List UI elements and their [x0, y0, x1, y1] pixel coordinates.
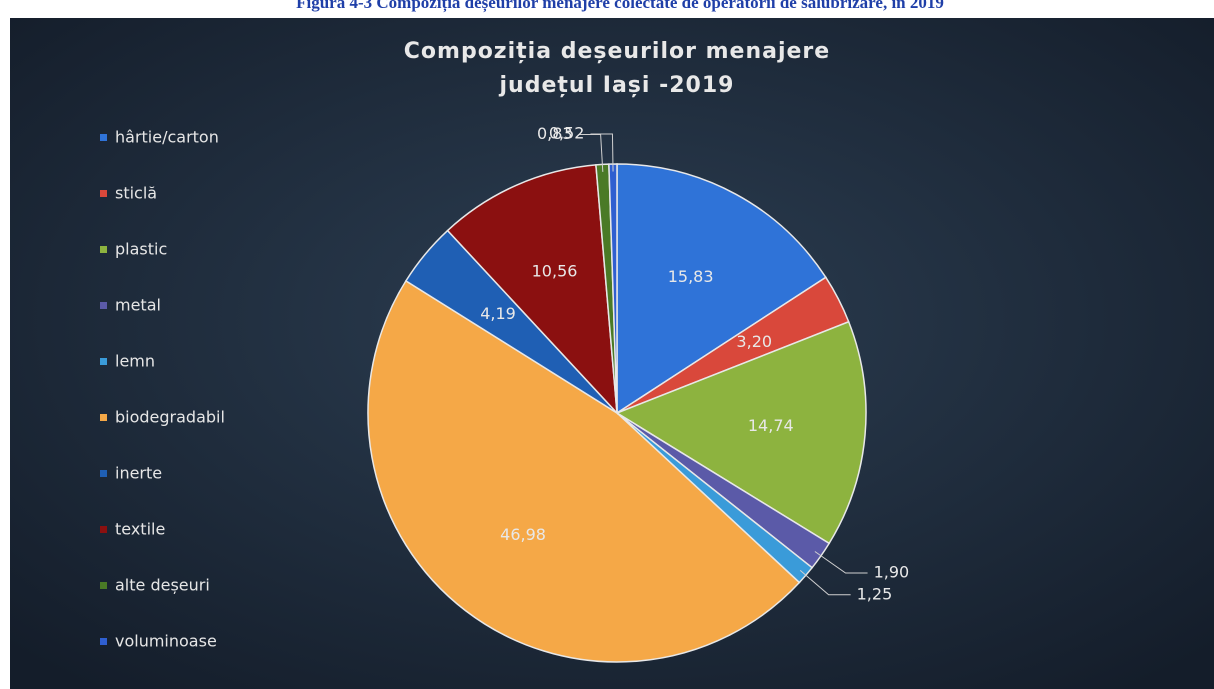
legend-swatch — [100, 582, 107, 589]
data-label: 0,52 — [549, 124, 585, 143]
legend-label: alte deșeuri — [115, 576, 210, 595]
data-label: 3,20 — [736, 332, 772, 351]
data-label: 14,74 — [748, 416, 794, 435]
legend-label: voluminoase — [115, 632, 217, 651]
legend-label: inerte — [115, 464, 162, 483]
pie-slice — [615, 320, 867, 545]
legend-swatch — [100, 246, 107, 253]
leader-line — [590, 133, 614, 172]
legend-swatch — [100, 358, 107, 365]
legend-swatch — [100, 470, 107, 477]
caption: Figura 4-3 Compoziția deșeurilor menajer… — [296, 0, 944, 13]
legend-label: hârtie/carton — [115, 128, 219, 147]
legend-label: sticlă — [115, 184, 157, 203]
data-label: 4,19 — [480, 304, 516, 323]
data-label: 46,98 — [500, 525, 546, 544]
legend-label: lemn — [115, 352, 155, 371]
chart-title: Compoziția deșeurilor menajere — [404, 39, 830, 64]
legend-swatch — [100, 526, 107, 533]
legend-label: plastic — [115, 240, 167, 259]
legend-swatch — [100, 414, 107, 421]
data-label: 1,90 — [874, 562, 910, 581]
legend-label: metal — [115, 296, 161, 315]
data-label: 15,83 — [668, 267, 714, 286]
legend-label: biodegradabil — [115, 408, 225, 427]
data-label: 10,56 — [532, 261, 578, 280]
chart-title: județul Iași -2019 — [499, 73, 735, 98]
data-label: 1,25 — [857, 584, 893, 603]
legend-swatch — [100, 190, 107, 197]
leader-line — [799, 570, 851, 596]
pie-slice — [367, 279, 801, 663]
legend-label: textile — [115, 520, 165, 539]
pie-slice — [616, 163, 827, 415]
legend-swatch — [100, 134, 107, 141]
pie-slice — [446, 164, 618, 416]
data-label: 0,83 — [537, 124, 573, 143]
legend-swatch — [100, 302, 107, 309]
legend-swatch — [100, 638, 107, 645]
leader-line — [814, 551, 868, 574]
